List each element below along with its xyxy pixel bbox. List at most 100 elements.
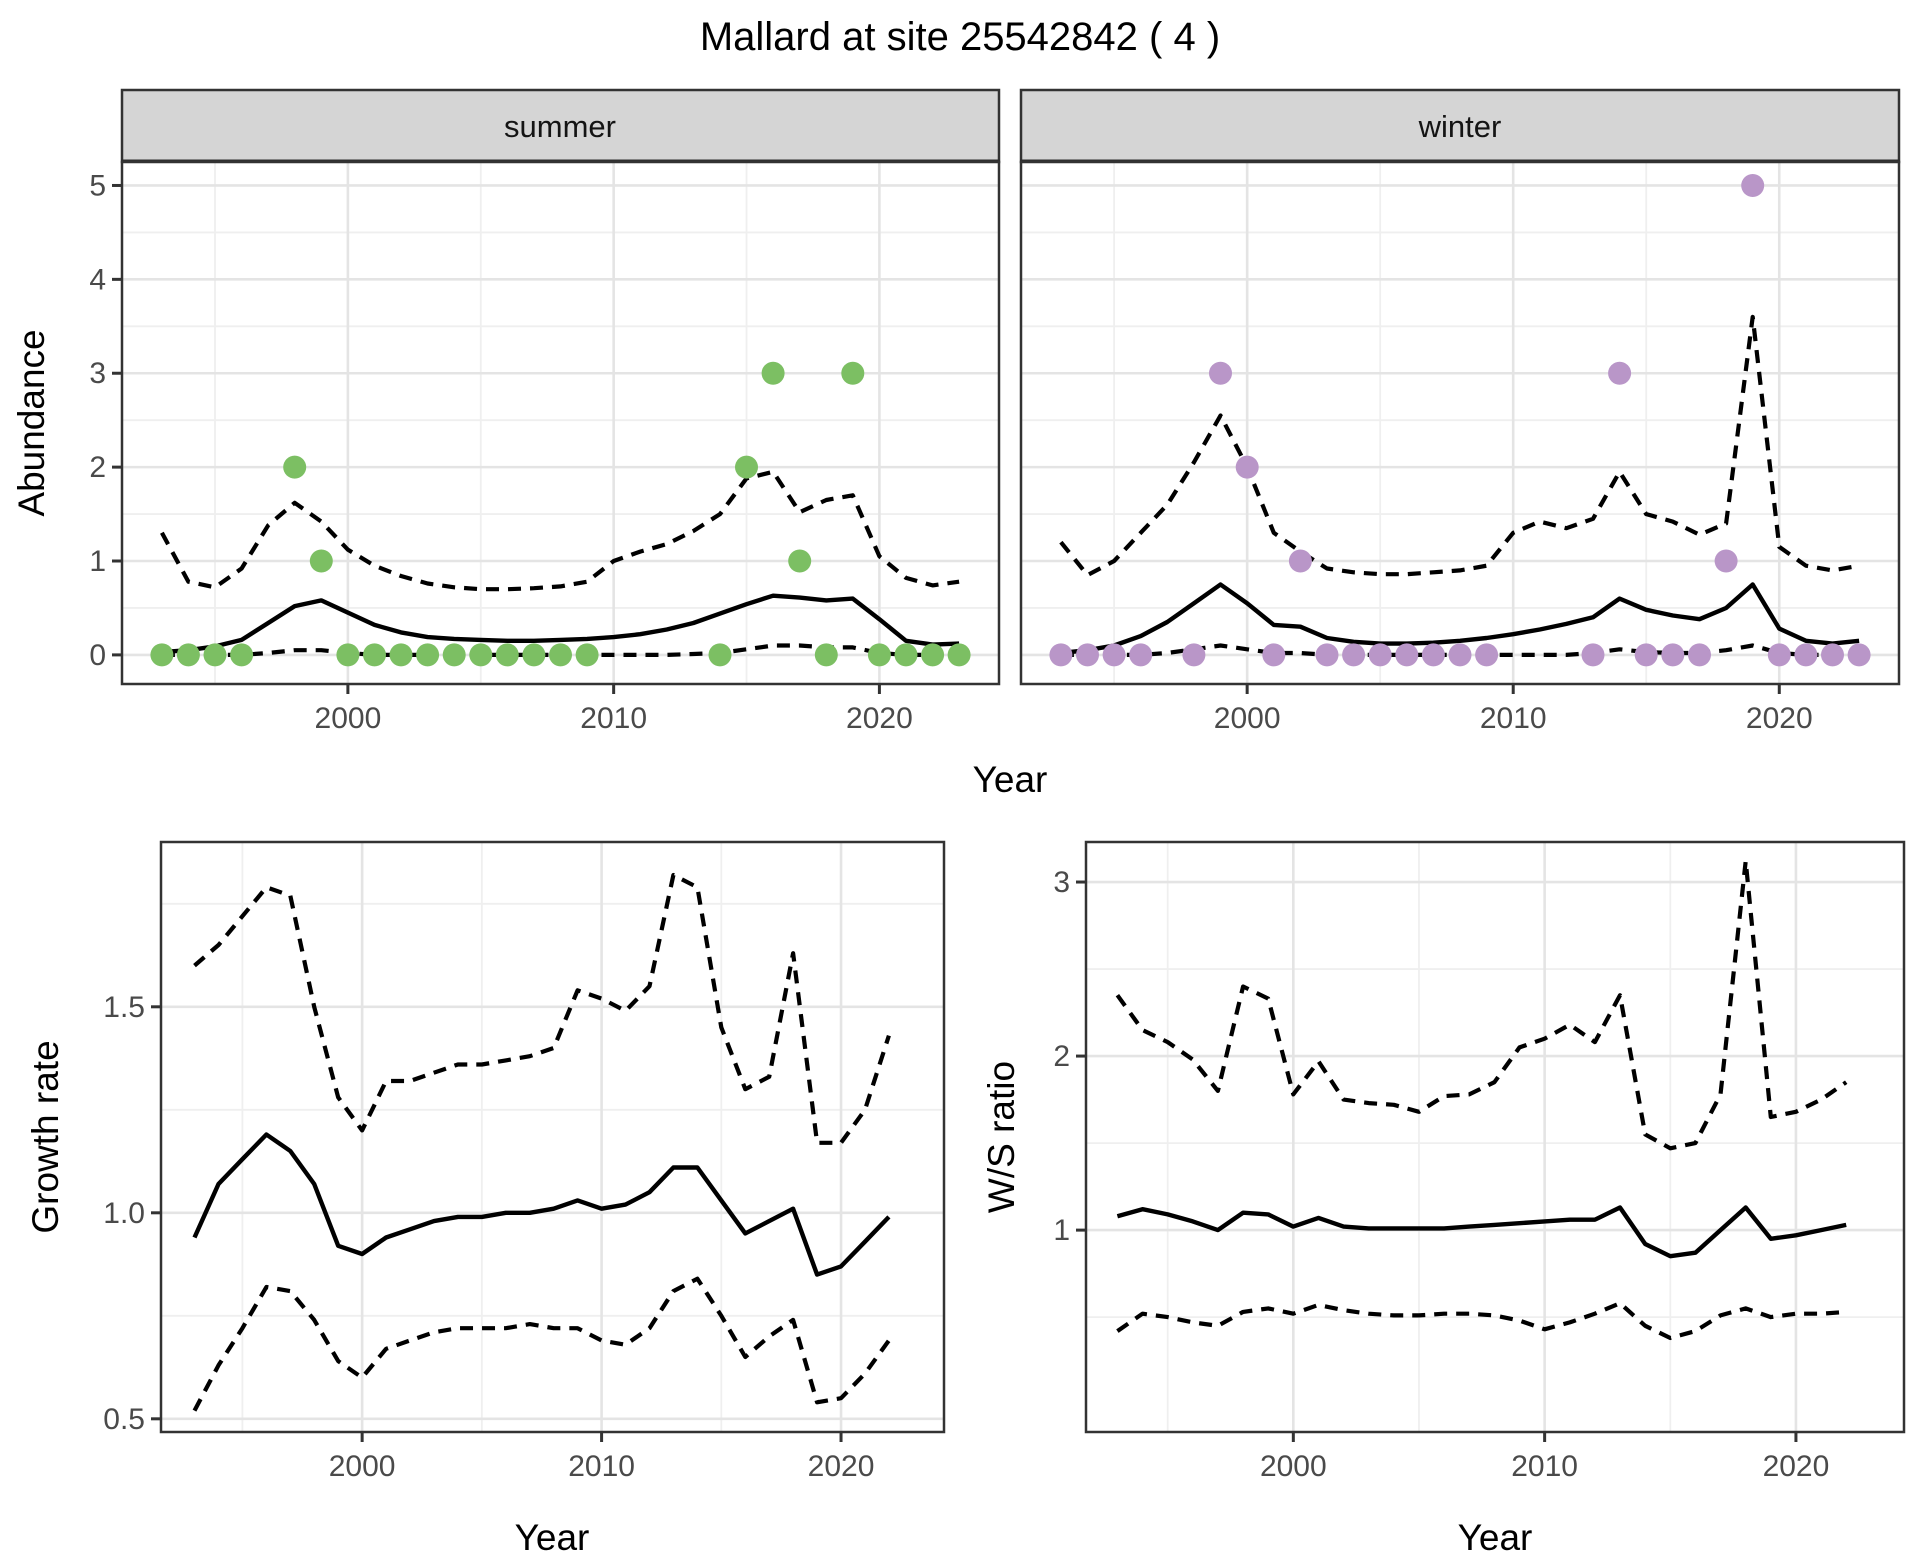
upper-ci-line [193,872,891,1145]
observation-point [921,643,945,667]
observation-point [1794,643,1818,667]
upper-ci-line [160,469,960,592]
observation-point [788,549,812,573]
observation-point [1102,643,1126,667]
observation-point [389,643,413,667]
observation-point [176,643,200,667]
observation-point [469,643,493,667]
panel-background [122,162,999,684]
y-tick-label: 2 [1053,1040,1070,1073]
x-tick-label: 2020 [808,1450,875,1483]
observation-point [522,643,546,667]
observation-point [1475,643,1499,667]
facet-strip-summer-bg [120,88,1001,164]
observation-point [1634,643,1658,667]
observation-point [735,455,758,479]
y-tick-label: 1 [89,545,106,578]
y-tick-label: 2 [89,451,106,484]
x-tick-label: 2010 [1511,1450,1578,1483]
facet-strip-summer-label: summer [504,109,616,144]
y-tick-label: 0 [89,639,106,672]
facet-strip-winter-label: winter [1418,109,1502,144]
observation-point [363,643,386,667]
panel-background [1086,842,1904,1432]
observation-point [1821,643,1844,667]
observation-point [1448,643,1472,667]
observation-point [203,643,227,667]
mean-line [1060,582,1860,656]
x-axis-title-ws: Year [1458,1517,1533,1558]
observation-point [1129,643,1153,667]
lower-ci-line [1116,1301,1847,1341]
observation-point [814,643,838,667]
observation-point [1581,643,1605,667]
x-tick-label: 2000 [315,702,382,735]
panel-background [161,842,944,1432]
observation-point [1262,643,1286,667]
observation-point [1661,643,1685,667]
panel-background [1021,162,1899,684]
y-axis-title-abundance: Abundance [11,329,52,516]
observation-point [1209,361,1232,385]
plot-title: Mallard at site 25542842 ( 4 ) [700,15,1220,59]
observation-point [1182,643,1206,667]
x-tick-label: 2020 [1763,1450,1830,1483]
observation-point [575,643,599,667]
observation-point [1368,643,1392,667]
panel-border [159,840,946,1434]
observation-point [309,549,333,573]
y-tick-label: 1.0 [103,1197,145,1230]
x-tick-label: 2010 [580,702,647,735]
panel-border [120,160,1001,686]
x-tick-label: 2000 [1260,1450,1327,1483]
observation-point [1049,643,1073,667]
facet-strip-summer: summer [120,88,1001,165]
x-axis-title-growth: Year [515,1517,590,1558]
observation-point [1767,643,1791,667]
facet-strip-winter: winter [1019,88,1901,165]
panel-group-abundance-winter: 2000 2010 2020 [1019,160,1901,735]
observation-point [1608,361,1632,385]
panel-group-ws-ratio: 2000 2010 2020 1 2 3 [1053,840,1906,1483]
observation-point [150,643,174,667]
y-tick-label: 4 [89,263,106,296]
panel-group-growth-rate: 2000 2010 2020 0.5 1.0 1.5 [103,840,946,1483]
observation-point [549,643,572,667]
x-tick-label: 2020 [846,702,913,735]
observation-point [1288,549,1312,573]
observation-point [708,643,732,667]
x-tick-label: 2000 [1214,702,1281,735]
upper-ci-line [1115,859,1848,1151]
y-tick-label: 1.5 [103,991,145,1024]
mean-line [161,593,960,655]
x-axis-title-top: Year [973,759,1048,800]
observation-point [1395,643,1419,667]
observation-point [1235,455,1259,479]
panel-border [1019,160,1901,686]
observation-point [894,643,918,667]
y-tick-label: 3 [1053,866,1070,899]
observation-point [495,643,519,667]
observation-point [1315,643,1339,667]
observation-point [947,643,971,667]
y-tick-label: 5 [89,169,106,202]
x-tick-label: 2020 [1746,702,1813,735]
x-tick-label: 2010 [1480,702,1547,735]
observation-point [230,643,254,667]
y-axis-title-growth: Growth rate [25,1040,66,1233]
observation-point [761,361,785,385]
observation-point [867,643,891,667]
y-tick-label: 3 [89,357,106,390]
panel-group-abundance-summer: 2000 2010 2020 0 1 2 3 4 5 [89,160,1001,735]
observation-point [283,455,307,479]
y-axis-title-ws: W/S ratio [981,1061,1022,1213]
observation-point [1421,643,1445,667]
observation-point [1714,549,1738,573]
mean-line [192,1132,891,1277]
observation-point [336,643,360,667]
x-tick-label: 2000 [329,1450,396,1483]
lower-ci-line [192,1276,891,1412]
panel-border [1084,840,1906,1434]
observation-point [1847,643,1871,667]
